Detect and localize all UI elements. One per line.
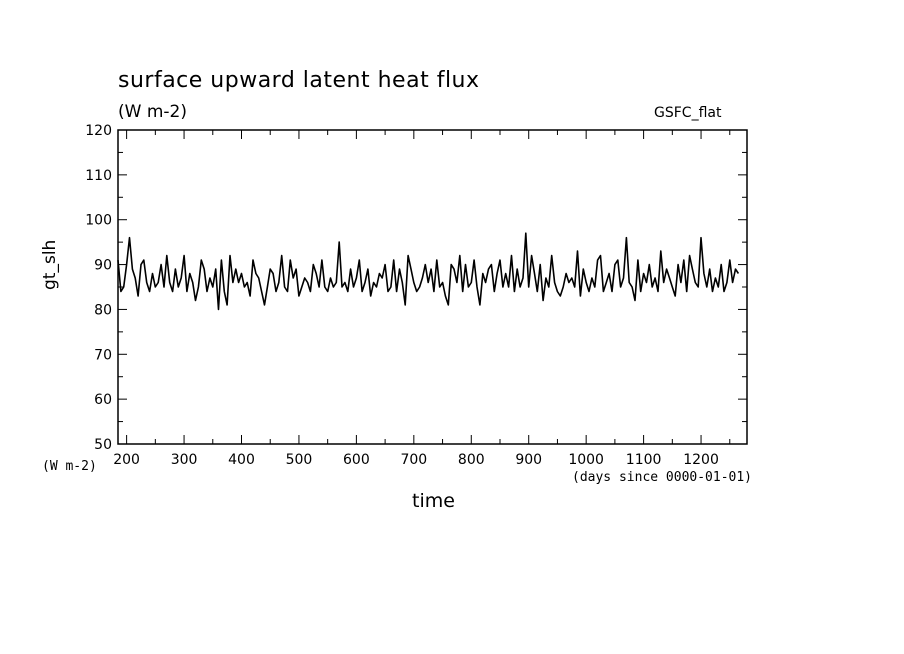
- x-tick-label: 200: [113, 452, 140, 468]
- x-tick-label: 600: [343, 452, 370, 468]
- x-tick-label: 500: [286, 452, 313, 468]
- series-line: [117, 232, 740, 311]
- x-axis-units: (days since 0000-01-01): [572, 470, 753, 485]
- chart-title: surface upward latent heat flux: [118, 68, 480, 93]
- x-tick-label: 800: [458, 452, 485, 468]
- x-tick-label: 1000: [568, 452, 604, 468]
- x-tick-label: 400: [228, 452, 255, 468]
- y-tick-label: 110: [85, 168, 112, 184]
- series-group: [117, 232, 740, 311]
- x-tick-label: 700: [400, 452, 427, 468]
- x-tick-label: 300: [171, 452, 198, 468]
- dataset-tag: GSFC_flat: [654, 105, 722, 121]
- x-tick-label: 900: [515, 452, 542, 468]
- y-tick-label: 60: [94, 392, 112, 408]
- y-axis-units: (W m-2): [42, 459, 97, 474]
- y-tick-label: 120: [85, 123, 112, 139]
- y-tick-label: 70: [94, 347, 112, 363]
- y-tick-label: 80: [94, 302, 112, 318]
- x-tick-label: 1100: [626, 452, 662, 468]
- y-tick-label: 90: [94, 258, 112, 274]
- x-axis-label: time: [412, 490, 455, 512]
- y-tick-label: 100: [85, 213, 112, 229]
- chart-units: (W m-2): [118, 102, 187, 122]
- y-tick-label: 50: [94, 437, 112, 453]
- axes: 50 60 70 80 90 100 110 120 200 300 400 500 600 700 800…: [85, 123, 747, 468]
- x-tick-label: 1200: [683, 452, 719, 468]
